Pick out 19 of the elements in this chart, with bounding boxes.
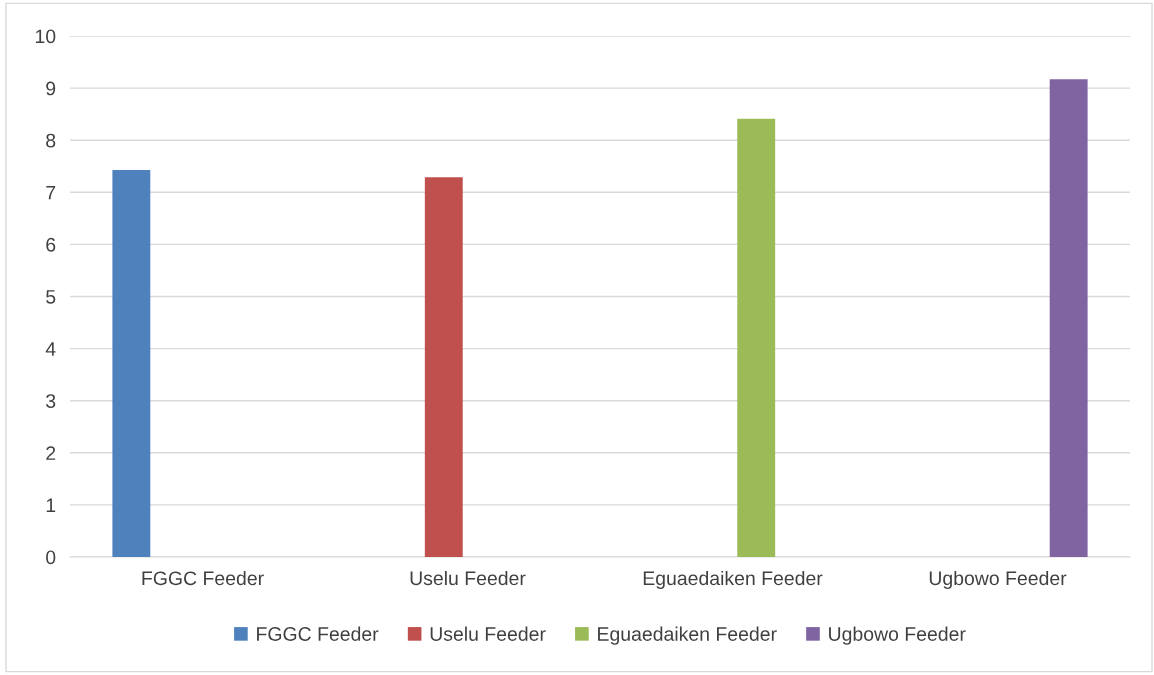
y-tick-label: 3 [46, 394, 56, 408]
y-tick-label: 2 [46, 446, 56, 460]
legend-label: FGGC Feeder [257, 626, 379, 641]
y-tick-label: 1 [46, 498, 56, 512]
legend-label: Ugbowo Feeder [829, 626, 966, 645]
x-tick-label: FGGC Feeder [142, 570, 264, 586]
y-tick-label: 10 [35, 29, 56, 44]
y-tick-label: 0 [46, 550, 56, 565]
x-tick-label: Uselu Feeder [410, 570, 526, 586]
y-tick-label: 4 [45, 342, 56, 356]
x-tick-label: Ugbowo Feeder [929, 570, 1067, 590]
y-tick-label: 7 [46, 185, 56, 200]
legend-label: Uselu Feeder [430, 626, 546, 641]
y-tick-label: 6 [46, 237, 56, 252]
y-tick-label: 8 [46, 133, 56, 148]
x-tick-label: Eguaedaiken Feeder [643, 570, 823, 590]
legend-label: Eguaedaiken Feeder [598, 626, 777, 645]
y-tick-label: 9 [46, 81, 56, 96]
y-tick-label: 5 [46, 290, 56, 304]
